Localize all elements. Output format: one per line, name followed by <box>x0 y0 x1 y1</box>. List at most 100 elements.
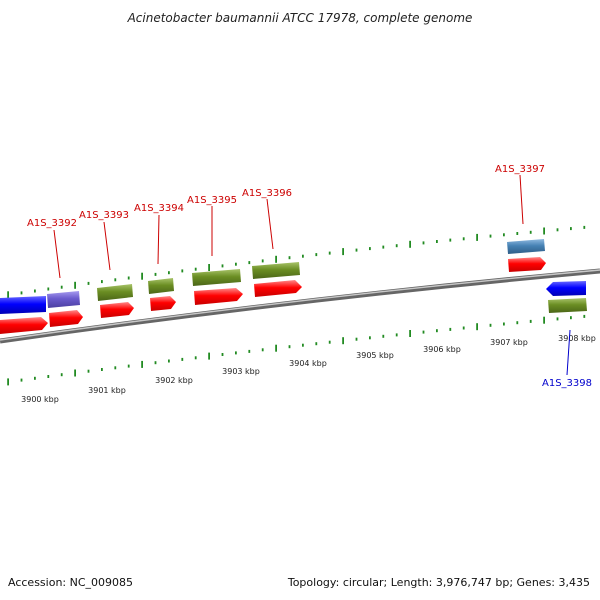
gene-label-a1s-3397[interactable]: A1S_3397 <box>495 164 545 175</box>
reverse-scale-tick <box>382 334 385 338</box>
scale-label-3907: 3907 kbp <box>490 338 528 347</box>
reverse-scale-tick <box>288 345 291 349</box>
forward-scale-tick <box>516 232 519 235</box>
forward-scale-tick <box>34 289 36 293</box>
reverse-scale-tick <box>168 359 170 363</box>
topology-text: Topology: circular; Length: 3,976,747 bp… <box>287 576 590 589</box>
reverse-scale-tick <box>556 317 559 321</box>
feature-a1s-3397-cds[interactable] <box>508 257 546 272</box>
gene-label-a1s-3396[interactable]: A1S_3396 <box>242 188 292 199</box>
feature-a1s-3392-gene[interactable] <box>47 291 80 308</box>
gene-label-a1s-3394[interactable]: A1S_3394 <box>134 203 184 214</box>
reverse-scale-tick <box>395 333 398 337</box>
scale-labels: 3900 kbp 3901 kbp 3902 kbp 3903 kbp 3904… <box>21 334 596 404</box>
gene-label-a1s-3393[interactable]: A1S_3393 <box>79 210 129 221</box>
gene-label-a1s-3392[interactable]: A1S_3392 <box>27 218 77 229</box>
reverse-scale-tick <box>422 330 425 334</box>
feature-a1s-3396-cds[interactable] <box>254 280 302 297</box>
reverse-scale-tick <box>60 373 63 377</box>
reverse-scale-tick <box>543 316 545 324</box>
forward-scale-tick <box>74 281 76 289</box>
feature-a1s-3393-cds[interactable] <box>100 302 134 318</box>
scale-label-3908: 3908 kbp <box>558 334 596 343</box>
gene-label-a1s-3395[interactable]: A1S_3395 <box>187 195 237 206</box>
reverse-scale-tick <box>328 340 331 344</box>
accession-text: Accession: NC_009085 <box>8 576 133 589</box>
forward-scale-tick <box>315 253 318 257</box>
reverse-scale-tick <box>315 342 318 346</box>
reverse-scale-tick <box>127 364 130 368</box>
feature-a1s-3398-gene[interactable] <box>548 298 587 313</box>
reverse-scale-tick <box>181 357 184 361</box>
map-title: Acinetobacter baumannii ATCC 17978, comp… <box>127 11 473 25</box>
feature-a1s-3395-gene[interactable] <box>192 269 241 286</box>
gene-labels[interactable]: A1S_3392 A1S_3393 A1S_3394 A1S_3395 A1S_… <box>27 164 592 389</box>
reverse-scale-tick <box>516 321 519 325</box>
reverse-scale-tick <box>275 344 277 352</box>
reverse-scale-tick <box>436 329 438 333</box>
reverse-scale-tick <box>34 376 36 380</box>
leader-a1s-3396 <box>266 198 274 250</box>
forward-scale-tick <box>382 245 385 249</box>
leader-a1s-3393 <box>103 221 111 271</box>
forward-scale-tick <box>114 278 117 282</box>
leader-a1s-3398 <box>566 329 571 376</box>
feature-a1s-3394-gene[interactable] <box>148 278 174 294</box>
reverse-scale-tick <box>47 375 50 378</box>
forward-scale-tick <box>248 261 251 265</box>
forward-scale-tick <box>288 256 291 260</box>
feature-a1s-3395-cds[interactable] <box>194 288 243 305</box>
forward-scale-tick <box>101 280 103 284</box>
reverse-scale-tick <box>449 327 452 331</box>
forward-scale-tick <box>543 227 545 235</box>
forward-scale-tick <box>141 272 143 280</box>
label-leaders <box>53 174 571 376</box>
feature-a1s-3396-gene[interactable] <box>252 262 300 279</box>
scale-label-3901: 3901 kbp <box>88 386 126 395</box>
forward-scale-tick <box>275 255 277 263</box>
forward-scale-tick <box>395 244 398 248</box>
reverse-scale-tick <box>154 361 157 365</box>
reverse-scale-tick <box>221 353 224 356</box>
forward-scale-tick <box>235 262 237 266</box>
reverse-scale-tick <box>462 326 465 330</box>
feature-a1s-3394-cds[interactable] <box>150 296 176 311</box>
reverse-scale-tick <box>529 319 532 323</box>
feature-blue-gene[interactable] <box>0 296 46 314</box>
feature-a1s-3397-gene[interactable] <box>507 239 545 254</box>
scale-label-3904: 3904 kbp <box>289 359 327 368</box>
leader-a1s-3392 <box>53 229 61 279</box>
forward-scale-tick <box>422 241 425 245</box>
scale-label-3906: 3906 kbp <box>423 345 461 354</box>
forward-scale-tick <box>449 238 452 242</box>
cds-features[interactable] <box>0 257 586 334</box>
forward-scale-tick <box>168 271 170 275</box>
scale-label-3905: 3905 kbp <box>356 351 394 360</box>
reverse-scale-tick <box>194 356 197 360</box>
reverse-scale-tick <box>87 369 90 373</box>
gene-features[interactable] <box>0 239 587 314</box>
reverse-scale-tick <box>208 352 210 360</box>
feature-blue-cds[interactable] <box>0 317 48 334</box>
leader-a1s-3397 <box>519 174 524 225</box>
forward-scale-tick <box>436 240 438 243</box>
feature-a1s-3392-cds[interactable] <box>49 310 83 327</box>
feature-a1s-3393-gene[interactable] <box>97 284 133 301</box>
reverse-scale-tick <box>261 348 264 352</box>
forward-scale-tick <box>503 233 505 237</box>
forward-scale-tick <box>127 276 130 280</box>
forward-scale-tick <box>47 287 50 291</box>
genome-backbone <box>0 268 600 344</box>
gene-label-a1s-3398[interactable]: A1S_3398 <box>542 378 592 389</box>
forward-scale-tick <box>221 264 224 268</box>
forward-scale-tick <box>355 248 358 252</box>
reverse-scale-tick <box>409 330 411 337</box>
feature-a1s-3398-cds[interactable] <box>546 281 586 296</box>
forward-scale-tick <box>342 248 344 256</box>
leader-a1s-3394 <box>157 214 160 265</box>
forward-scale-tick <box>181 269 184 273</box>
reverse-scale-tick <box>248 349 251 353</box>
forward-scale-tick <box>302 254 304 258</box>
forward-scale-tick <box>583 225 586 229</box>
